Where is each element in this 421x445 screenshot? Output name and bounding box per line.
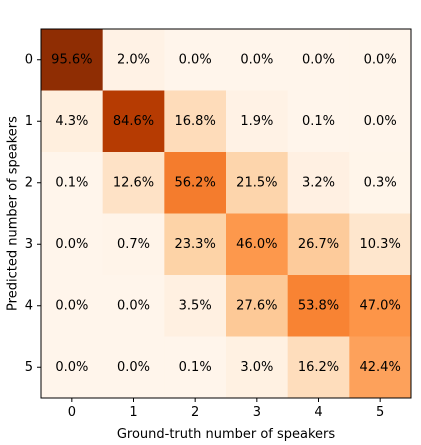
x-tick-label: 1 [129, 405, 137, 420]
heatmap-cell [41, 90, 104, 153]
x-axis-ticks: 0 1 2 3 4 5 [68, 398, 384, 420]
heatmap-cell [164, 275, 227, 337]
heatmap-cell-label: 95.6% [51, 52, 92, 67]
y-tick-label: 1 [25, 114, 33, 129]
heatmap-cell [349, 213, 412, 276]
heatmap-cell [226, 152, 289, 214]
heatmap-cell-label: 23.3% [175, 237, 216, 252]
y-tick-label: 4 [25, 298, 33, 313]
heatmap-cell-label: 0.1% [302, 114, 335, 129]
x-tick-label: 5 [376, 405, 384, 420]
heatmap-cell-label: 27.6% [236, 298, 277, 313]
heatmap-cell-label: 16.8% [175, 114, 216, 129]
x-tick-label: 0 [68, 405, 76, 420]
y-tick-label: 2 [25, 175, 33, 190]
heatmap-cell [102, 152, 165, 214]
heatmap-cell [349, 90, 412, 153]
heatmap-cell-label: 1.9% [240, 114, 273, 129]
heatmap-cell-label: 0.3% [364, 175, 397, 190]
heatmap-cell-label: 0.0% [55, 360, 88, 375]
y-tick-label: 0 [25, 52, 33, 67]
heatmap-cell-label: 46.0% [236, 237, 277, 252]
heatmap-cell-label: 10.3% [360, 237, 401, 252]
plot-frame [40, 28, 412, 399]
heatmap-cell [41, 213, 104, 276]
heatmap-cell [287, 90, 350, 153]
heatmap-cell-label: 0.0% [302, 52, 335, 67]
heatmap-cell-label: 3.2% [302, 175, 335, 190]
heatmap-cell-label: 26.7% [298, 237, 339, 252]
heatmap-cell [41, 336, 104, 399]
heatmap-cell [287, 213, 350, 276]
heatmap-cell-label: 53.8% [298, 298, 339, 313]
heatmap-cell-label: 12.6% [113, 175, 154, 190]
heatmap-cell-label: 47.0% [360, 298, 401, 313]
heatmap-cell-label: 0.0% [117, 298, 150, 313]
heatmap-cell [287, 29, 350, 91]
heatmap-cell-labels: 95.6% 2.0% 0.0% 0.0% 0.0% 0.0% 4.3% 84.6% 16.8% 1… [51, 52, 401, 375]
x-axis-label: Ground-truth number of speakers [117, 427, 336, 442]
heatmap-cell [41, 152, 104, 214]
heatmap-cell [102, 29, 165, 91]
heatmap-cell-label: 3.5% [179, 298, 212, 313]
heatmap-cell [41, 275, 104, 337]
y-axis-label: Predicted number of speakers [6, 116, 21, 311]
heatmap-cell-label: 84.6% [113, 114, 154, 129]
heatmap-cell-label: 42.4% [360, 360, 401, 375]
heatmap-cell [349, 275, 412, 337]
heatmap-cell-label: 16.2% [298, 360, 339, 375]
heatmap-cell-label: 0.0% [55, 298, 88, 313]
heatmap-cell [349, 29, 412, 91]
x-tick-label: 4 [314, 405, 322, 420]
heatmap-cell-label: 0.0% [179, 52, 212, 67]
y-tick-label: 5 [25, 360, 33, 375]
heatmap-cell [102, 213, 165, 276]
heatmap-cell [287, 275, 350, 337]
heatmap-cell-label: 2.0% [117, 52, 150, 67]
heatmap-cell [226, 275, 289, 337]
heatmap-cell [102, 275, 165, 337]
heatmap-cell [164, 336, 227, 399]
heatmap-cell [164, 90, 227, 153]
heatmap-cell [41, 29, 104, 91]
heatmap-cell [226, 213, 289, 276]
x-tick-label: 3 [253, 405, 261, 420]
heatmap-cell-label: 0.0% [364, 52, 397, 67]
y-axis-ticks: 0 1 2 3 4 5 [25, 52, 41, 375]
heatmap-cell-label: 56.2% [175, 175, 216, 190]
heatmap-cell [226, 336, 289, 399]
heatmap-cell-label: 0.0% [240, 52, 273, 67]
heatmap-cell [287, 152, 350, 214]
heatmap-cell-label: 0.7% [117, 237, 150, 252]
y-tick-label: 3 [25, 237, 33, 252]
heatmap-cell [349, 152, 412, 214]
heatmap-cell [164, 29, 227, 91]
heatmap-cell-label: 4.3% [55, 114, 88, 129]
heatmap-cell [102, 336, 165, 399]
heatmap-cell [164, 213, 227, 276]
heatmap-cell-label: 21.5% [236, 175, 277, 190]
heatmap-cell-label: 0.0% [117, 360, 150, 375]
heatmap-cell-label: 0.0% [364, 114, 397, 129]
heatmap-cell [226, 29, 289, 91]
heatmap-cell-label: 0.0% [55, 237, 88, 252]
heatmap-cells [41, 29, 412, 399]
heatmap-cell [349, 336, 412, 399]
heatmap-cell [102, 90, 165, 153]
heatmap-cell [287, 336, 350, 399]
heatmap-cell [164, 152, 227, 214]
x-tick-label: 2 [191, 405, 199, 420]
heatmap-cell-label: 0.1% [179, 360, 212, 375]
heatmap-cell-label: 3.0% [240, 360, 273, 375]
heatmap-cell [226, 90, 289, 153]
heatmap-cell-label: 0.1% [55, 175, 88, 190]
